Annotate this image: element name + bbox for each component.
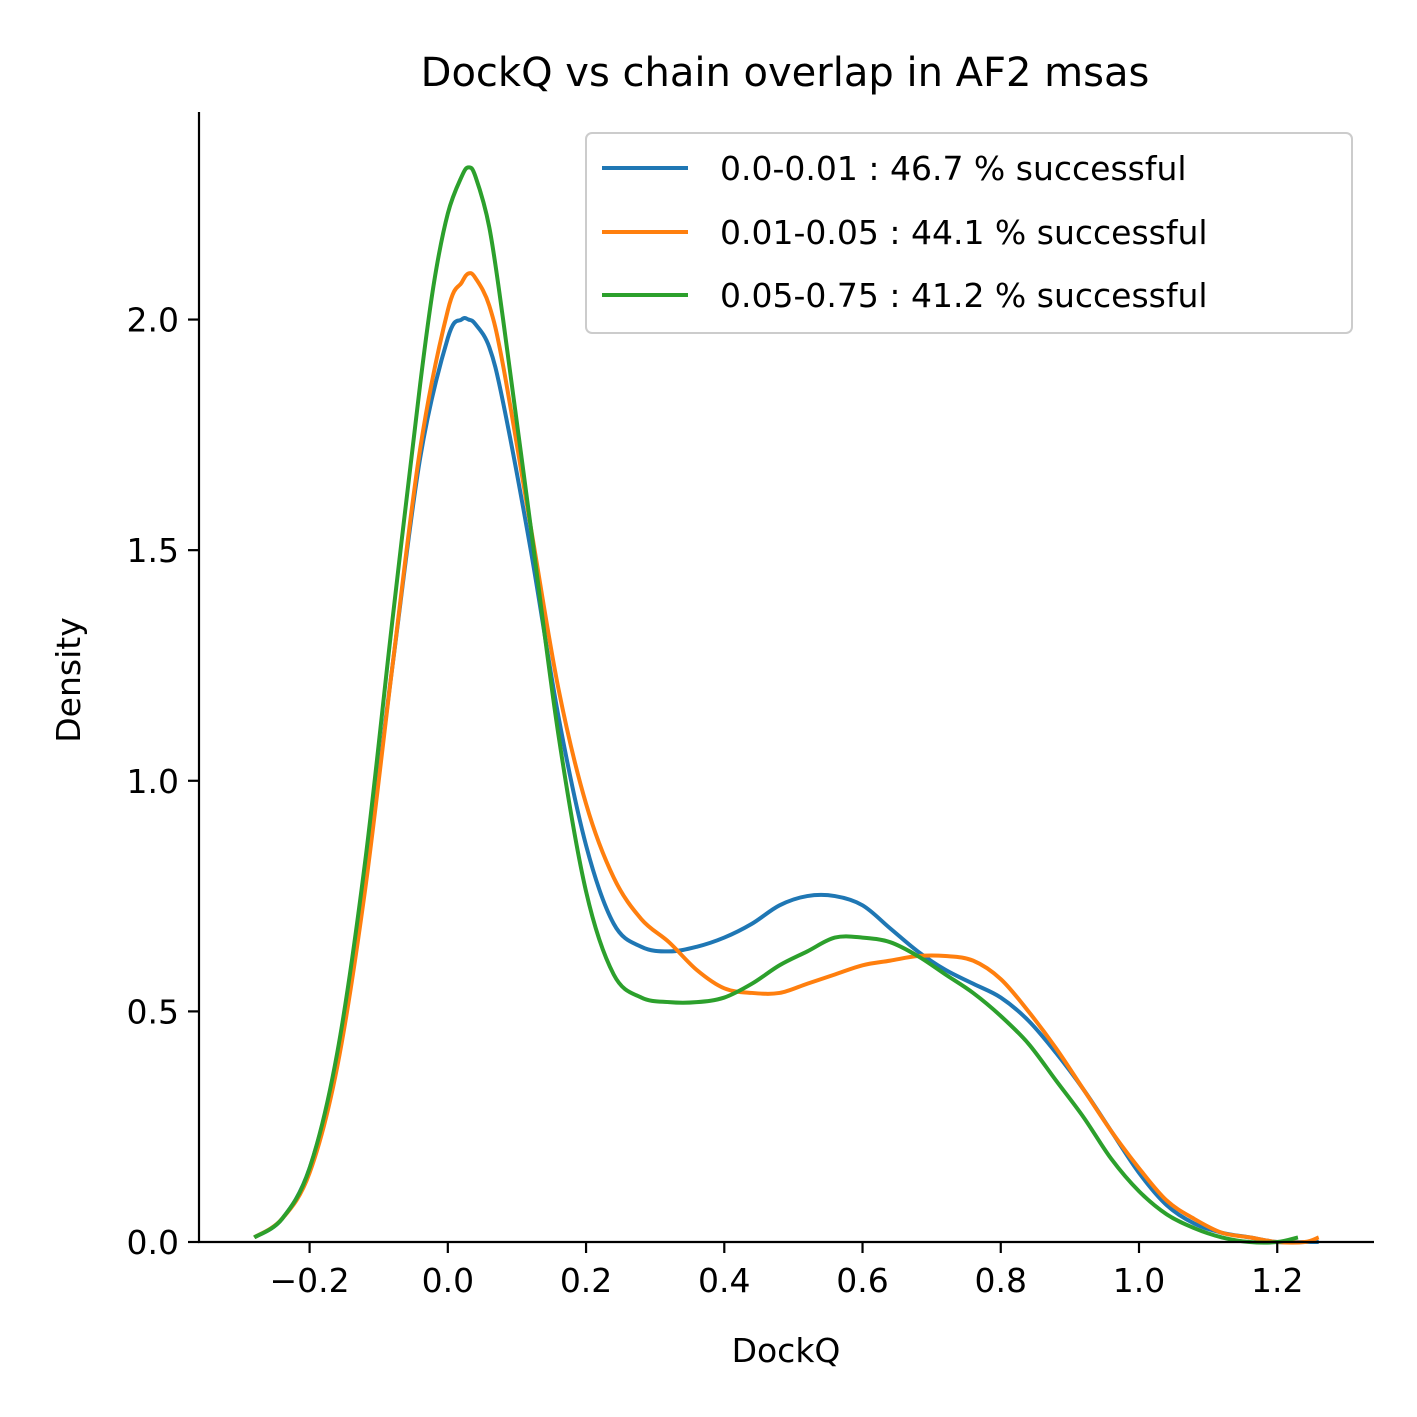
x-tick-label: −0.2 [270,1261,350,1300]
series-line-0 [253,316,1319,1245]
x-tick-label: 0.6 [836,1261,888,1300]
legend-label-0: 0.0-0.01 : 46.7 % successful [720,149,1187,188]
series-lines [253,165,1320,1245]
series-line-2 [253,165,1299,1245]
x-tick-label: 0.8 [975,1261,1027,1300]
legend-label-2: 0.05-0.75 : 41.2 % successful [720,276,1208,315]
y-axis-ticks: 0.0 0.5 1.0 1.5 2.0 [127,301,199,1262]
y-tick-label: 1.5 [127,531,179,570]
y-tick-label: 1.0 [127,762,179,801]
series-line-1 [253,271,1320,1245]
x-axis-label: DockQ [732,1331,841,1370]
legend-label-1: 0.01-0.05 : 44.1 % successful [720,213,1208,252]
x-axis-ticks: −0.2 0.0 0.2 0.4 0.6 0.8 1.0 1.2 [270,1242,1303,1300]
x-tick-label: 1.0 [1113,1261,1165,1300]
legend-box [585,132,1353,334]
y-tick-label: 0.5 [127,992,179,1031]
y-axis-label: Density [49,617,88,742]
x-tick-label: 0.4 [698,1261,750,1300]
y-tick-label: 2.0 [127,301,179,340]
chart-title: DockQ vs chain overlap in AF2 msas [421,50,1150,96]
x-tick-label: 1.2 [1251,1261,1303,1300]
x-tick-label: 0.2 [560,1261,612,1300]
legend: 0.0-0.01 : 46.7 % successful 0.01-0.05 : … [585,132,1353,334]
y-tick-label: 0.0 [127,1223,179,1262]
x-tick-label: 0.0 [422,1261,474,1300]
